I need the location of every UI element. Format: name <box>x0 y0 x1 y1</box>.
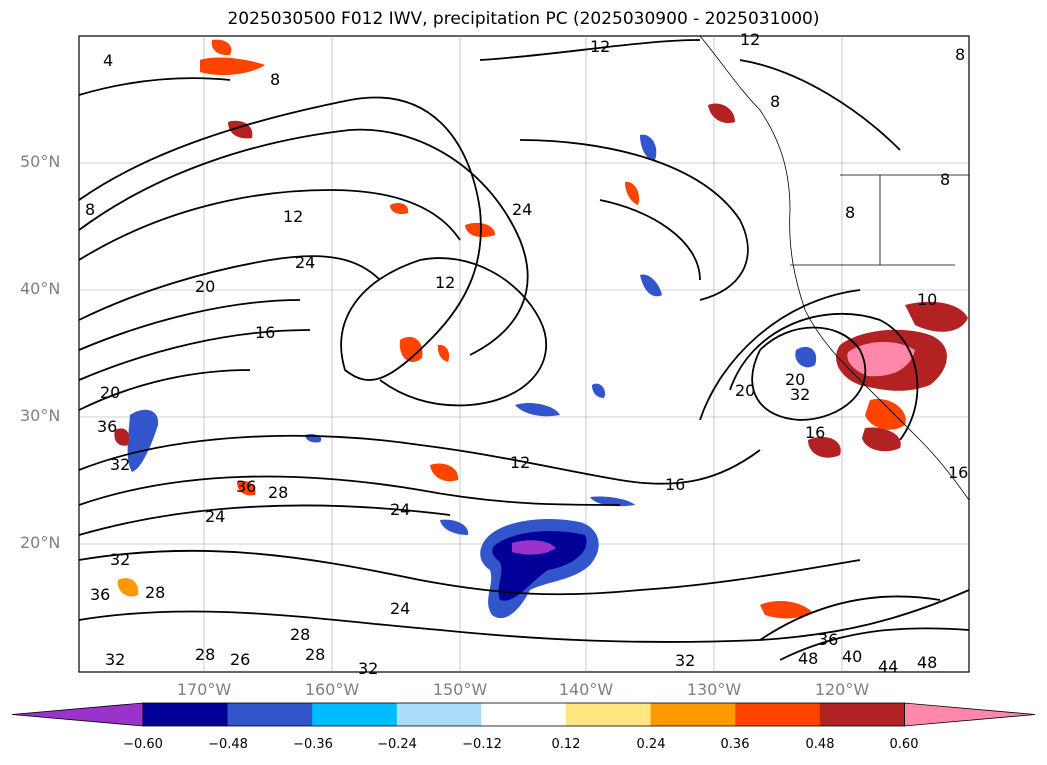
colorbar-segment <box>143 703 229 726</box>
lon-label: 160°W <box>304 680 360 699</box>
colorbar-outline <box>142 702 905 727</box>
contour-label: 28 <box>268 483 288 502</box>
colorbar-tick: 0.24 <box>636 737 666 752</box>
contour-label: 12 <box>740 30 760 49</box>
contour-label: 12 <box>510 453 530 472</box>
contour-label: 32 <box>105 650 125 669</box>
colorbar-extend-low <box>11 702 144 727</box>
precip-patches <box>114 39 968 619</box>
contour-label: 8 <box>845 203 855 222</box>
colorbar-tick: −0.36 <box>293 737 333 752</box>
contour-label: 24 <box>512 200 532 219</box>
colorbar-tick: 0.36 <box>720 737 750 752</box>
contour-label: 8 <box>85 200 95 219</box>
coastline <box>699 35 970 501</box>
colorbar-segment <box>819 703 905 726</box>
lon-label: 150°W <box>432 680 488 699</box>
contour-label: 16 <box>665 475 685 494</box>
colorbar-tick: 0.12 <box>551 737 581 752</box>
contour-label: 36 <box>236 477 256 496</box>
contour-label: 8 <box>270 70 280 89</box>
lat-label: 50°N <box>20 152 61 171</box>
lon-label: 170°W <box>176 680 232 699</box>
lon-label: 120°W <box>814 680 870 699</box>
colorbar-segment <box>566 703 652 726</box>
colorbar-segment <box>312 703 398 726</box>
lon-label: 140°W <box>558 680 614 699</box>
lon-label: 130°W <box>686 680 742 699</box>
contour-labels: 4 8 12 8 8 8 12 24 20 24 16 12 20 36 16 … <box>85 30 968 678</box>
lat-label: 30°N <box>20 406 61 425</box>
contour-label: 32 <box>675 651 695 670</box>
contour-label: 12 <box>283 207 303 226</box>
contour-label: 16 <box>805 423 825 442</box>
contour-label: 32 <box>358 659 378 678</box>
contour-label: 24 <box>295 253 315 272</box>
colorbar-tick: −0.48 <box>208 737 248 752</box>
contour-label: 20 <box>100 383 120 402</box>
colorbar-extend-high <box>904 702 1036 727</box>
colorbar-segment <box>396 703 482 726</box>
contour-label: 28 <box>195 645 215 664</box>
contour-label: 28 <box>305 645 325 664</box>
contour-label: 40 <box>842 647 862 666</box>
contour-label: 44 <box>878 657 898 676</box>
contour-label: 16 <box>255 323 275 342</box>
contour-label: 16 <box>948 463 968 482</box>
contour-label: 20 <box>195 277 215 296</box>
contour-label: 24 <box>390 599 410 618</box>
contour-label: 4 <box>103 51 113 70</box>
contour-label: 20 <box>735 381 755 400</box>
colorbar-tick: 0.48 <box>805 737 835 752</box>
contour-label: 28 <box>145 583 165 602</box>
map-title: 2025030500 F012 IWV, precipitation PC (2… <box>227 9 820 29</box>
colorbar-segment <box>227 703 313 726</box>
contour-label: 26 <box>230 650 250 669</box>
colorbar-tick: −0.24 <box>377 737 417 752</box>
lat-label: 40°N <box>20 279 61 298</box>
contour-label: 32 <box>110 550 130 569</box>
contour-label: 36 <box>90 585 110 604</box>
lat-label: 20°N <box>20 533 61 552</box>
iwv-contours <box>78 39 970 661</box>
contour-label: 8 <box>955 45 965 64</box>
contour-label: 48 <box>917 653 937 672</box>
contour-label: 36 <box>97 417 117 436</box>
colorbar-tick: 0.60 <box>889 737 919 752</box>
contour-label: 12 <box>590 37 610 56</box>
contour-label: 8 <box>770 92 780 111</box>
colorbar-segment <box>735 703 821 726</box>
colorbar-tick: −0.12 <box>462 737 502 752</box>
colorbar <box>11 702 1036 727</box>
contour-label: 32 <box>110 455 130 474</box>
contour-label: 10 <box>917 290 937 309</box>
contour-label: 32 <box>790 385 810 404</box>
contour-label: 8 <box>940 170 950 189</box>
contour-label: 48 <box>798 649 818 668</box>
contour-label: 12 <box>435 273 455 292</box>
contour-label: 36 <box>818 630 838 649</box>
contour-label: 24 <box>390 500 410 519</box>
contour-label: 24 <box>205 507 225 526</box>
colorbar-segment <box>481 703 567 726</box>
contour-label: 28 <box>290 625 310 644</box>
colorbar-tick: −0.60 <box>123 737 163 752</box>
contour-label: 20 <box>785 370 805 389</box>
colorbar-segment <box>650 703 736 726</box>
